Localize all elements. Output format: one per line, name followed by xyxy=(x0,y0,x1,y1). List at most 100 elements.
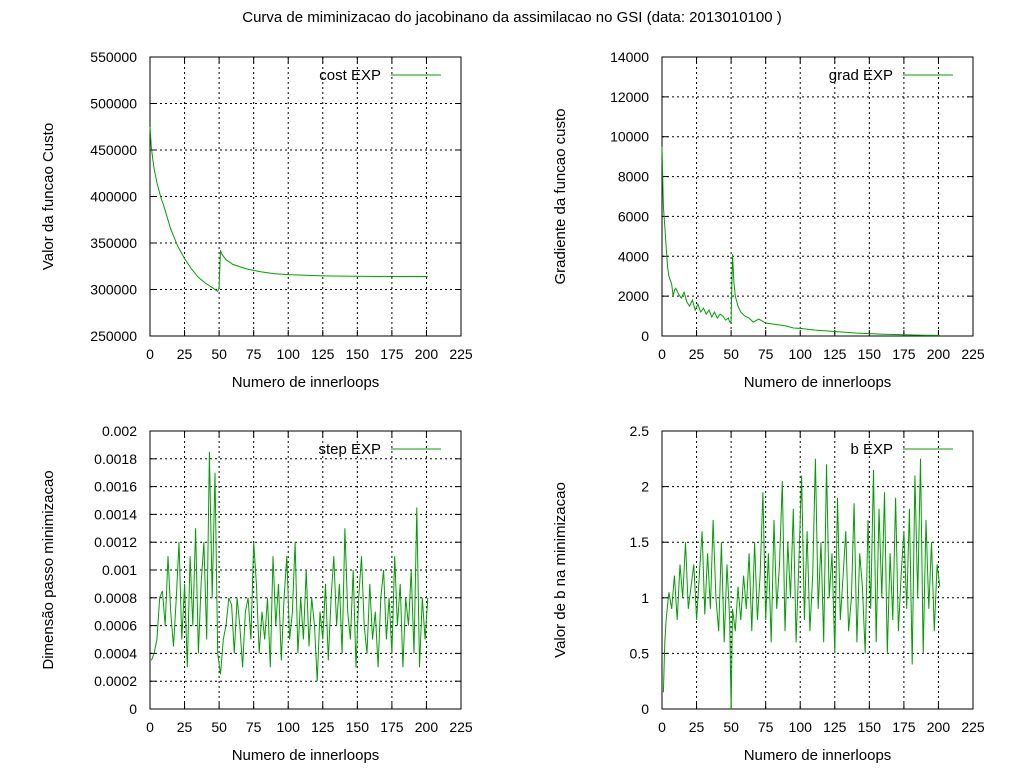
grad-series-line xyxy=(661,146,940,336)
step-ytick-label: 0.0002 xyxy=(94,673,137,689)
grad-ytick-label: 8000 xyxy=(618,169,649,185)
grad-tick-marks xyxy=(661,56,974,337)
step-ylabel: Dimensão passo minimizacao xyxy=(40,470,57,669)
grad-grid xyxy=(662,57,973,336)
step-xtick-label: 150 xyxy=(346,719,370,735)
cost-xtick-label: 175 xyxy=(380,346,404,362)
cost-xtick-label: 100 xyxy=(277,346,301,362)
b-legend-label: b EXP xyxy=(850,441,893,458)
cost-ytick-label: 350000 xyxy=(90,235,137,251)
step-xtick-label: 0 xyxy=(146,719,154,735)
cost-ytick-label: 500000 xyxy=(90,96,137,112)
cost-ytick-label: 250000 xyxy=(90,328,137,344)
cost-xlabel: Numero de innerloops xyxy=(232,374,380,391)
b-ytick-label: 1.5 xyxy=(630,534,650,550)
step-xtick-label: 50 xyxy=(211,719,227,735)
grad-xlabel: Numero de innerloops xyxy=(744,374,892,391)
step-grid xyxy=(150,431,461,709)
b-ytick-label: 2 xyxy=(641,479,649,495)
grad-xtick-label: 75 xyxy=(758,346,774,362)
cost-xtick-label: 75 xyxy=(246,346,262,362)
b-xtick-label: 75 xyxy=(758,719,774,735)
cost-grid xyxy=(150,57,461,336)
grad-legend-label: grad EXP xyxy=(829,67,893,84)
grad-ytick-label: 10000 xyxy=(610,129,649,145)
b-ylabel: Valor de b na minimizacao xyxy=(552,482,569,658)
grad-ytick-label: 4000 xyxy=(618,248,649,264)
cost-ytick-label: 400000 xyxy=(90,189,137,205)
step-plot-frame xyxy=(149,430,462,710)
b-xtick-label: 0 xyxy=(658,719,666,735)
step-ytick-label: 0.0014 xyxy=(94,506,137,522)
step-xlabel: Numero de innerloops xyxy=(232,747,380,764)
step-xtick-label: 100 xyxy=(277,719,301,735)
b-ytick-label: 2.5 xyxy=(630,423,650,439)
b-xtick-label: 150 xyxy=(858,719,882,735)
b-ytick-label: 1 xyxy=(641,590,649,606)
grad-ytick-label: 14000 xyxy=(610,49,649,65)
b-xtick-label: 100 xyxy=(789,719,813,735)
grad-xtick-label: 200 xyxy=(927,346,951,362)
step-ytick-label: 0.001 xyxy=(102,562,137,578)
step-xtick-label: 200 xyxy=(415,719,439,735)
b-ytick-label: 0 xyxy=(641,701,649,717)
step-xtick-label: 75 xyxy=(246,719,262,735)
grad-ytick-label: 12000 xyxy=(610,89,649,105)
step-ytick-label: 0.0008 xyxy=(94,590,137,606)
cost-xtick-label: 125 xyxy=(311,346,335,362)
grad-xtick-label: 125 xyxy=(823,346,847,362)
cost-xtick-label: 150 xyxy=(346,346,370,362)
b-plot-frame xyxy=(661,430,974,710)
step-series-line xyxy=(150,451,429,682)
cost-ylabel: Valor da funcao Custo xyxy=(40,123,57,270)
step-xtick-label: 175 xyxy=(380,719,404,735)
b-xtick-label: 125 xyxy=(823,719,847,735)
grad-ytick-label: 0 xyxy=(641,328,649,344)
cost-plot-frame xyxy=(149,56,462,337)
cost-legend-label: cost EXP xyxy=(319,67,381,84)
grad-ytick-label: 6000 xyxy=(618,208,649,224)
b-xtick-label: 175 xyxy=(892,719,916,735)
grad-ylabel: Gradiente da funcao custo xyxy=(552,109,569,285)
cost-ytick-label: 550000 xyxy=(90,49,137,65)
grad-xtick-label: 0 xyxy=(658,346,666,362)
b-series-line xyxy=(662,458,941,710)
step-chart: 0 25 50 75 100 125 150 175 200 225 0 0.0002 0.0004 0.… xyxy=(40,423,473,764)
grad-xtick-label: 175 xyxy=(892,346,916,362)
cost-ytick-label: 300000 xyxy=(90,282,137,298)
grad-plot-frame xyxy=(661,56,974,337)
step-xtick-label: 125 xyxy=(311,719,335,735)
b-xlabel: Numero de innerloops xyxy=(744,747,892,764)
grad-chart: 0 25 50 75 100 125 150 175 200 225 0 2000 4000 6000 80… xyxy=(552,49,985,391)
cost-xtick-label: 0 xyxy=(146,346,154,362)
cost-ytick-label: 450000 xyxy=(90,142,137,158)
b-chart: 0 25 50 75 100 125 150 175 200 225 0 0.5 1 1.5 2 2.5 Num… xyxy=(552,423,985,764)
figure-title: Curva de miminizacao do jacobinano da as… xyxy=(242,9,782,26)
step-xtick-label: 225 xyxy=(449,719,473,735)
b-xtick-label: 225 xyxy=(961,719,985,735)
grad-xtick-label: 225 xyxy=(961,346,985,362)
step-ytick-label: 0.0018 xyxy=(94,451,137,467)
charts-container: 0 25 50 75 100 125 150 175 200 225250000300000350… xyxy=(40,49,985,764)
step-legend-label: step EXP xyxy=(318,441,381,458)
step-xtick-label: 25 xyxy=(177,719,193,735)
b-ytick-label: 0.5 xyxy=(630,645,650,661)
cost-xtick-label: 25 xyxy=(177,346,193,362)
grad-ytick-label: 2000 xyxy=(618,288,649,304)
cost-xtick-label: 200 xyxy=(415,346,439,362)
cost-xtick-label: 225 xyxy=(449,346,473,362)
b-xtick-label: 25 xyxy=(689,719,705,735)
step-ytick-label: 0.002 xyxy=(102,423,137,439)
grad-xtick-label: 25 xyxy=(689,346,705,362)
b-xtick-label: 50 xyxy=(723,719,739,735)
step-ytick-label: 0.0004 xyxy=(94,645,137,661)
step-ytick-label: 0.0012 xyxy=(94,534,137,550)
cost-xtick-label: 50 xyxy=(211,346,227,362)
step-ytick-label: 0.0016 xyxy=(94,479,137,495)
cost-chart: 0 25 50 75 100 125 150 175 200 225 250000 300000 350… xyxy=(40,49,473,391)
b-xtick-label: 200 xyxy=(927,719,951,735)
grad-xtick-label: 50 xyxy=(723,346,739,362)
cost-series-line xyxy=(149,126,428,293)
step-ytick-label: 0 xyxy=(129,701,137,717)
